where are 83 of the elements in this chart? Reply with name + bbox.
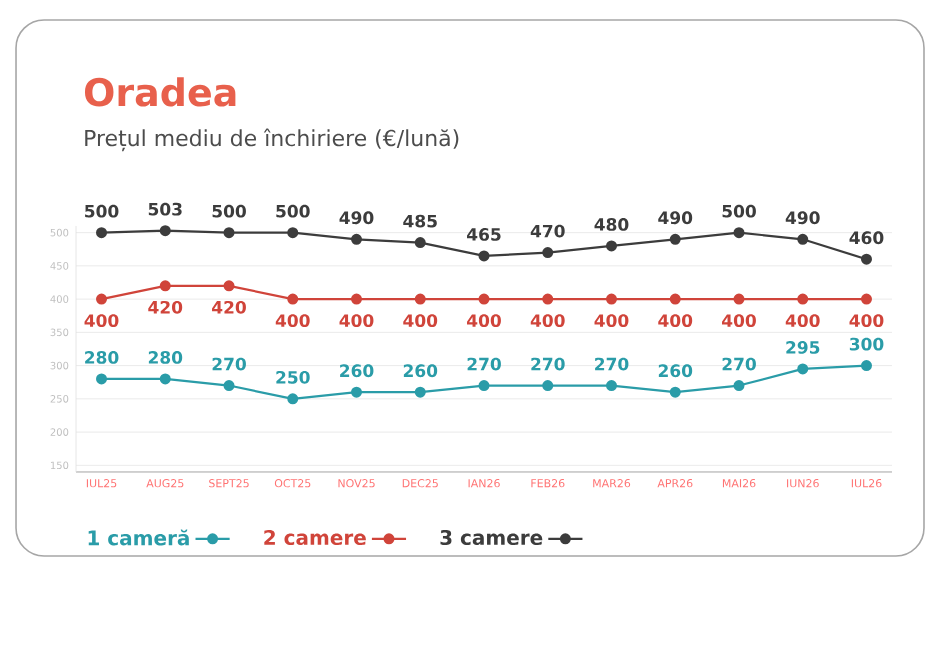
data-label: 300 (849, 337, 884, 351)
data-label: 465 (467, 227, 501, 241)
point (542, 247, 554, 259)
point (96, 373, 108, 385)
data-label: 400 (785, 314, 820, 328)
data-label: 420 (148, 300, 183, 314)
chart-title: Oradea (84, 77, 236, 107)
chart-subtitle: Prețul mediu de închiriere (€/lună) (85, 128, 459, 152)
point (96, 227, 108, 239)
point (478, 250, 490, 262)
data-label: 400 (594, 314, 629, 328)
point (733, 380, 745, 392)
data-label: 490 (339, 211, 374, 225)
point (669, 293, 681, 305)
point (351, 386, 363, 398)
data-label: 400 (339, 314, 374, 328)
point (733, 227, 745, 239)
data-label: 260 (340, 364, 374, 378)
data-label: 500 (212, 204, 246, 218)
point (542, 293, 554, 305)
data-label: 500 (276, 204, 310, 218)
data-label: 500 (85, 204, 119, 218)
data-label: 280 (148, 350, 183, 364)
point (606, 380, 617, 392)
point (860, 360, 872, 372)
data-label: 470 (530, 224, 565, 238)
data-label: 490 (658, 211, 693, 225)
point (414, 386, 426, 398)
point (478, 293, 490, 305)
point (159, 280, 171, 292)
data-label: 420 (212, 300, 246, 314)
point (860, 293, 872, 305)
point (351, 233, 363, 245)
point (606, 293, 617, 305)
point (606, 240, 617, 252)
point (351, 293, 363, 305)
point (478, 380, 490, 392)
point (797, 293, 809, 305)
point (860, 253, 872, 265)
data-label: 260 (658, 364, 693, 378)
point (223, 280, 235, 292)
data-label: 400 (530, 314, 565, 328)
point (159, 225, 171, 237)
legend-label: 3 camere (440, 529, 543, 546)
data-label: 500 (722, 204, 756, 218)
point (287, 293, 299, 305)
point (96, 293, 108, 305)
data-label: 480 (594, 218, 629, 231)
data-label: 270 (212, 357, 246, 371)
point (287, 393, 299, 405)
data-label: 270 (722, 357, 756, 371)
data-label: 400 (658, 314, 693, 328)
point (669, 386, 681, 398)
legend-label: 1 cameră (88, 529, 189, 546)
data-label: 485 (403, 214, 437, 228)
data-label: 295 (786, 341, 820, 354)
point (669, 233, 681, 245)
point (542, 380, 554, 392)
data-label: 260 (403, 364, 438, 378)
data-label: 400 (84, 314, 119, 328)
data-label: 400 (403, 314, 438, 328)
data-label: 270 (467, 357, 501, 371)
data-label: 280 (85, 350, 119, 364)
data-label: 400 (722, 314, 756, 328)
data-label: 400 (467, 314, 501, 328)
data-label: 270 (531, 357, 565, 371)
legend-label: 2 camere (264, 529, 366, 546)
point (159, 373, 171, 385)
data-label: 460 (849, 231, 884, 245)
point (287, 227, 299, 239)
point (223, 380, 235, 392)
point (223, 227, 235, 239)
data-label: 490 (785, 211, 820, 225)
data-label: 270 (595, 357, 629, 371)
data-label: 250 (276, 370, 310, 384)
data-label: 400 (275, 314, 310, 328)
point (414, 293, 426, 305)
data-label: 503 (148, 202, 182, 216)
data-label: 400 (849, 314, 884, 328)
point (797, 233, 809, 245)
point (733, 293, 745, 305)
point (414, 237, 426, 249)
point (797, 363, 809, 375)
